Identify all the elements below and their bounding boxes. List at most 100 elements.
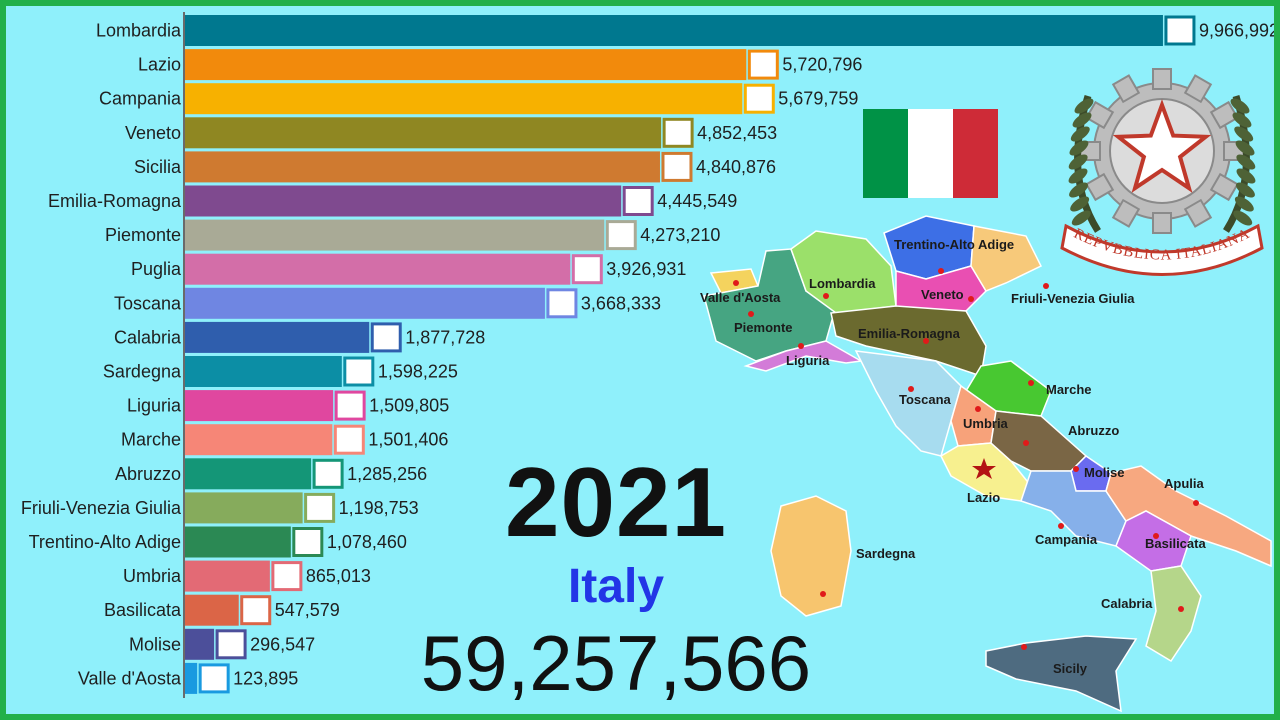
category-label-veneto: Veneto — [125, 123, 181, 143]
region-emblem-icon-calabria — [370, 322, 402, 353]
map-label: Molise — [1084, 465, 1124, 480]
italy-flag-icon — [863, 109, 998, 198]
bar-lombardia — [185, 15, 1163, 46]
bar-campania — [185, 83, 743, 115]
italy-map: Trentino-Alto Adige Lombardia Veneto Fri… — [700, 215, 1272, 713]
map-label: Apulia — [1164, 476, 1204, 491]
region-emblem-icon-campania — [743, 83, 775, 114]
bar-lazio — [185, 49, 747, 81]
bar-friuli-venezia-giulia — [185, 492, 303, 524]
region-emblem-icon-marche — [333, 424, 365, 455]
map-label: Sardegna — [856, 546, 916, 561]
country-label: Italy — [567, 560, 665, 613]
value-label-friuli-venezia-giulia: 1,198,753 — [339, 498, 419, 518]
category-label-valle-d-aosta: Valle d'Aosta — [78, 668, 182, 688]
bar-piemonte — [185, 219, 605, 251]
category-label-marche: Marche — [121, 430, 181, 450]
category-label-lazio: Lazio — [138, 55, 181, 75]
region-emblem-icon-friuli-venezia-giulia — [304, 492, 336, 523]
region-emblem-icon-lombardia — [1164, 15, 1196, 46]
map-label: Basilicata — [1145, 536, 1206, 551]
map-label: Abruzzo — [1068, 423, 1119, 438]
bar-sardegna — [185, 356, 342, 387]
value-label-trentino-alto-adige: 1,078,460 — [327, 532, 407, 552]
emblem-of-italy-icon: REPVBBLICA ITALIANA — [1060, 68, 1264, 276]
map-label: Liguria — [786, 353, 830, 368]
region-emblem-icon-trentino-alto-adige — [292, 527, 324, 557]
category-label-toscana: Toscana — [114, 293, 182, 313]
map-label: Friuli-Venezia Giulia — [1011, 291, 1135, 306]
value-label-puglia: 3,926,931 — [606, 259, 686, 279]
map-label: Toscana — [899, 392, 952, 407]
value-label-emilia-romagna: 4,445,549 — [657, 191, 737, 211]
category-label-piemonte: Piemonte — [105, 225, 181, 245]
map-region-sicilia — [985, 635, 1138, 713]
value-label-marche: 1,501,406 — [368, 430, 448, 450]
bar-veneto — [185, 117, 662, 149]
region-emblem-icon-emilia-romagna — [622, 186, 654, 216]
bar-calabria — [185, 321, 370, 353]
map-label: Marche — [1046, 382, 1092, 397]
map-region-friuli-venezia-giulia — [970, 225, 1043, 292]
map-label: Emilia-Romagna — [858, 326, 961, 341]
bar-marche — [185, 424, 333, 456]
region-emblem-icon-liguria — [334, 390, 366, 421]
region-emblem-icon-basilicata — [240, 595, 272, 626]
bar-valle-d-aosta — [185, 662, 198, 694]
value-label-veneto: 4,852,453 — [697, 123, 777, 143]
bar-chart: Lombardia 9,966,992 Lazio 5,720,796 Campania… — [21, 12, 1274, 698]
category-label-abruzzo: Abruzzo — [115, 464, 181, 484]
bar-emilia-romagna — [185, 185, 622, 217]
category-label-campania: Campania — [99, 89, 182, 109]
region-emblem-icon-abruzzo — [312, 458, 344, 489]
map-label: Umbria — [963, 416, 1009, 431]
region-emblem-icon-veneto — [662, 117, 694, 148]
map-region-lombardia — [790, 230, 897, 314]
region-emblem-icon-valle-d-aosta — [198, 663, 230, 694]
rome-star-icon — [972, 458, 996, 479]
category-label-liguria: Liguria — [127, 396, 182, 416]
region-emblem-icon-molise — [215, 629, 247, 660]
value-label-lazio: 5,720,796 — [782, 55, 862, 75]
region-emblem-icon-sardegna — [343, 356, 375, 387]
category-label-sicilia: Sicilia — [134, 157, 182, 177]
map-label: Trentino-Alto Adige — [894, 237, 1014, 252]
map-label: Veneto — [921, 287, 964, 302]
region-emblem-icon-umbria — [271, 561, 303, 592]
region-emblem-icon-sicilia — [661, 151, 693, 182]
map-region-liguria — [743, 340, 864, 372]
bar-basilicata — [185, 594, 239, 626]
value-label-liguria: 1,509,805 — [369, 396, 449, 416]
category-label-umbria: Umbria — [123, 566, 182, 586]
map-label: Calabria — [1101, 596, 1153, 611]
value-label-valle-d-aosta: 123,895 — [233, 668, 298, 688]
bar-toscana — [185, 287, 545, 319]
region-emblem-icon-puglia — [571, 254, 603, 285]
map-region-sardegna — [770, 495, 852, 617]
bar-sicilia — [185, 151, 660, 183]
year-label: 2021 — [504, 447, 727, 557]
category-label-lombardia: Lombardia — [96, 21, 182, 41]
map-label: Piemonte — [734, 320, 793, 335]
category-label-calabria: Calabria — [114, 327, 182, 347]
map-label: Sicily — [1053, 661, 1088, 676]
bar-umbria — [185, 560, 270, 592]
value-label-umbria: 865,013 — [306, 566, 371, 586]
value-label-toscana: 3,668,333 — [581, 293, 661, 313]
category-label-emilia-romagna: Emilia-Romagna — [48, 191, 182, 211]
bar-liguria — [185, 390, 334, 422]
value-label-sicilia: 4,840,876 — [696, 157, 776, 177]
bar-molise — [185, 628, 215, 660]
map-label: Campania — [1035, 532, 1098, 547]
region-emblem-icon-lazio — [747, 49, 779, 80]
bar-trentino-alto-adige — [185, 526, 291, 558]
bar-abruzzo — [185, 458, 312, 490]
category-label-molise: Molise — [129, 634, 181, 654]
value-label-campania: 5,679,759 — [778, 89, 858, 109]
value-label-calabria: 1,877,728 — [405, 327, 485, 347]
map-region-calabria — [1145, 565, 1202, 663]
value-label-molise: 296,547 — [250, 634, 315, 654]
map-label: Valle d'Aosta — [700, 290, 781, 305]
value-label-piemonte: 4,273,210 — [640, 225, 720, 245]
